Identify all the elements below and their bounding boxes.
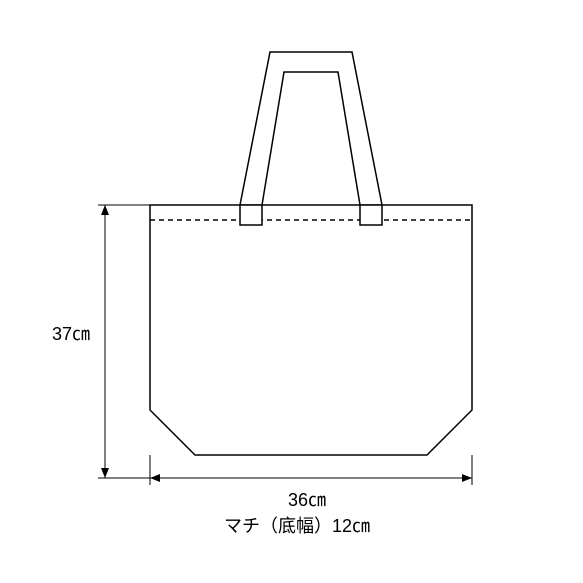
dim-gusset-label: マチ（底幅）12㎝: [224, 516, 370, 536]
bag-handle-outer: [240, 52, 382, 205]
dim-width-label: 36㎝: [288, 490, 326, 510]
dim-width-arrow-right: [462, 474, 472, 482]
dim-height-arrow-bottom: [101, 468, 109, 478]
dim-height-arrow-top: [101, 205, 109, 215]
handle-stub-left: [240, 205, 262, 225]
bag-body-outline: [150, 205, 472, 455]
dim-width-arrow-left: [150, 474, 160, 482]
handle-stub-right: [360, 205, 382, 225]
dim-height-label: 37㎝: [52, 324, 90, 344]
bag-handle-inner: [262, 72, 360, 205]
